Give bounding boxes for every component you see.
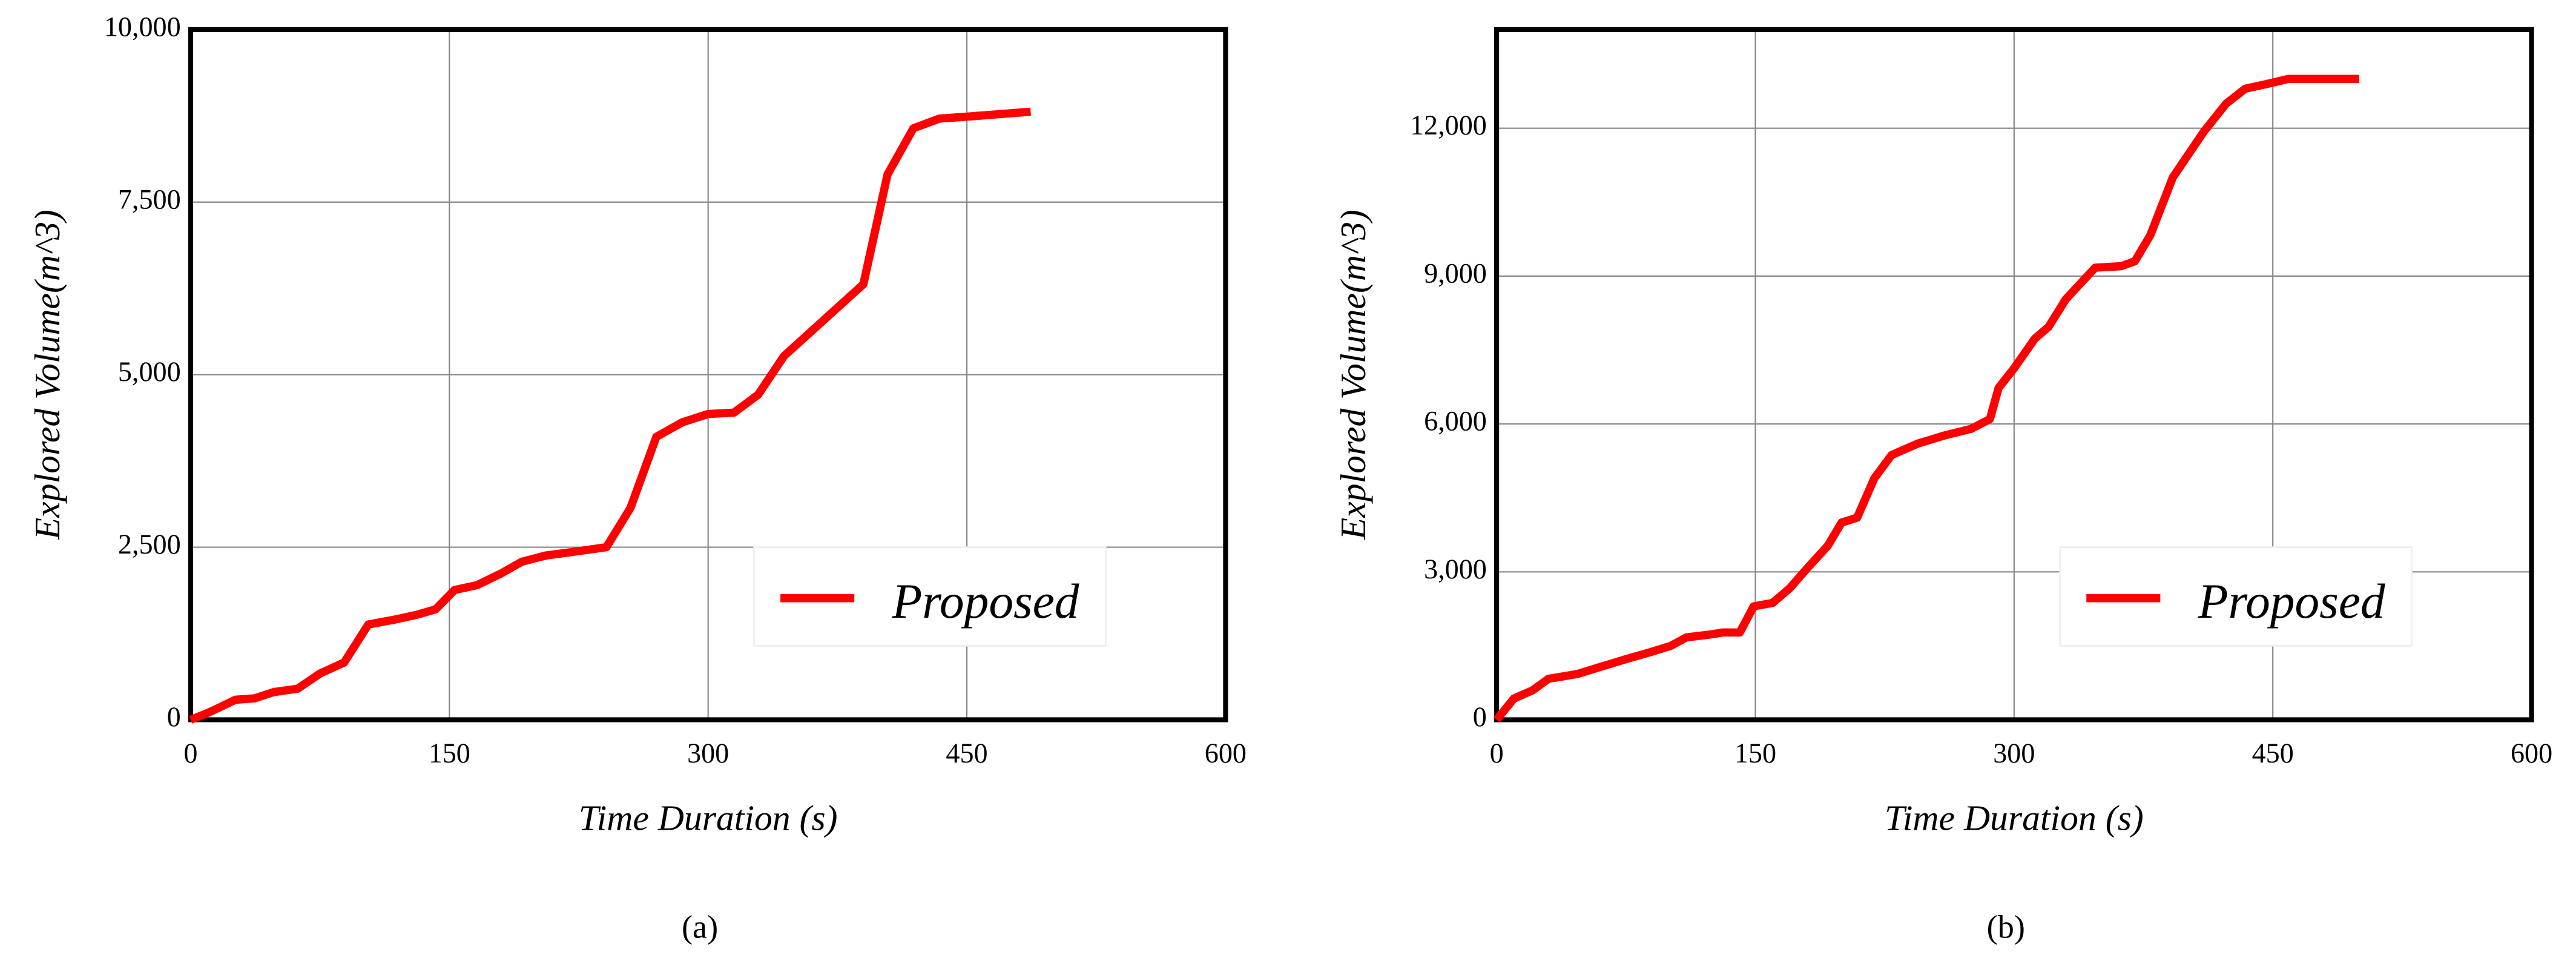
x-tick-label: 300 (1993, 738, 2035, 769)
y-tick-label: 0 (167, 701, 181, 732)
data-line (1493, 74, 2359, 722)
y-axis-title: Explored Volume(m^3) (27, 210, 67, 540)
x-axis-title: Time Duration (s) (1885, 798, 2144, 838)
y-tick-label: 6,000 (1424, 406, 1487, 437)
y-tick-label: 5,000 (118, 356, 181, 387)
y-tick-label: 12,000 (1410, 110, 1487, 141)
x-tick-label: 0 (1490, 738, 1504, 769)
y-axis-title: Explored Volume(m^3) (1333, 210, 1373, 540)
y-tick-label: 0 (1473, 701, 1487, 732)
x-tick-label: 450 (2252, 738, 2294, 769)
x-tick-label: 450 (946, 738, 987, 769)
data-line (189, 107, 1031, 724)
x-tick-label: 600 (1205, 738, 1247, 769)
x-tick-label: 150 (429, 738, 470, 769)
x-tick-label: 600 (2511, 738, 2552, 769)
legend-label: Proposed (2198, 574, 2385, 629)
plot-frame (1494, 27, 2534, 722)
y-tick-label: 9,000 (1424, 257, 1487, 288)
legend-label: Proposed (892, 574, 1079, 629)
panel-label: (b) (1987, 908, 2025, 945)
x-axis-title: Time Duration (s) (579, 798, 838, 838)
plot-frame (188, 27, 1228, 722)
y-tick-label: 2,500 (118, 529, 181, 560)
x-tick-label: 0 (183, 738, 197, 769)
x-tick-label: 150 (1734, 738, 1776, 769)
x-tick-label: 300 (687, 738, 729, 769)
y-tick-label: 7,500 (118, 183, 181, 214)
y-tick-label: 10,000 (104, 11, 181, 42)
panel-label: (a) (682, 908, 718, 945)
y-tick-label: 3,000 (1424, 554, 1487, 584)
